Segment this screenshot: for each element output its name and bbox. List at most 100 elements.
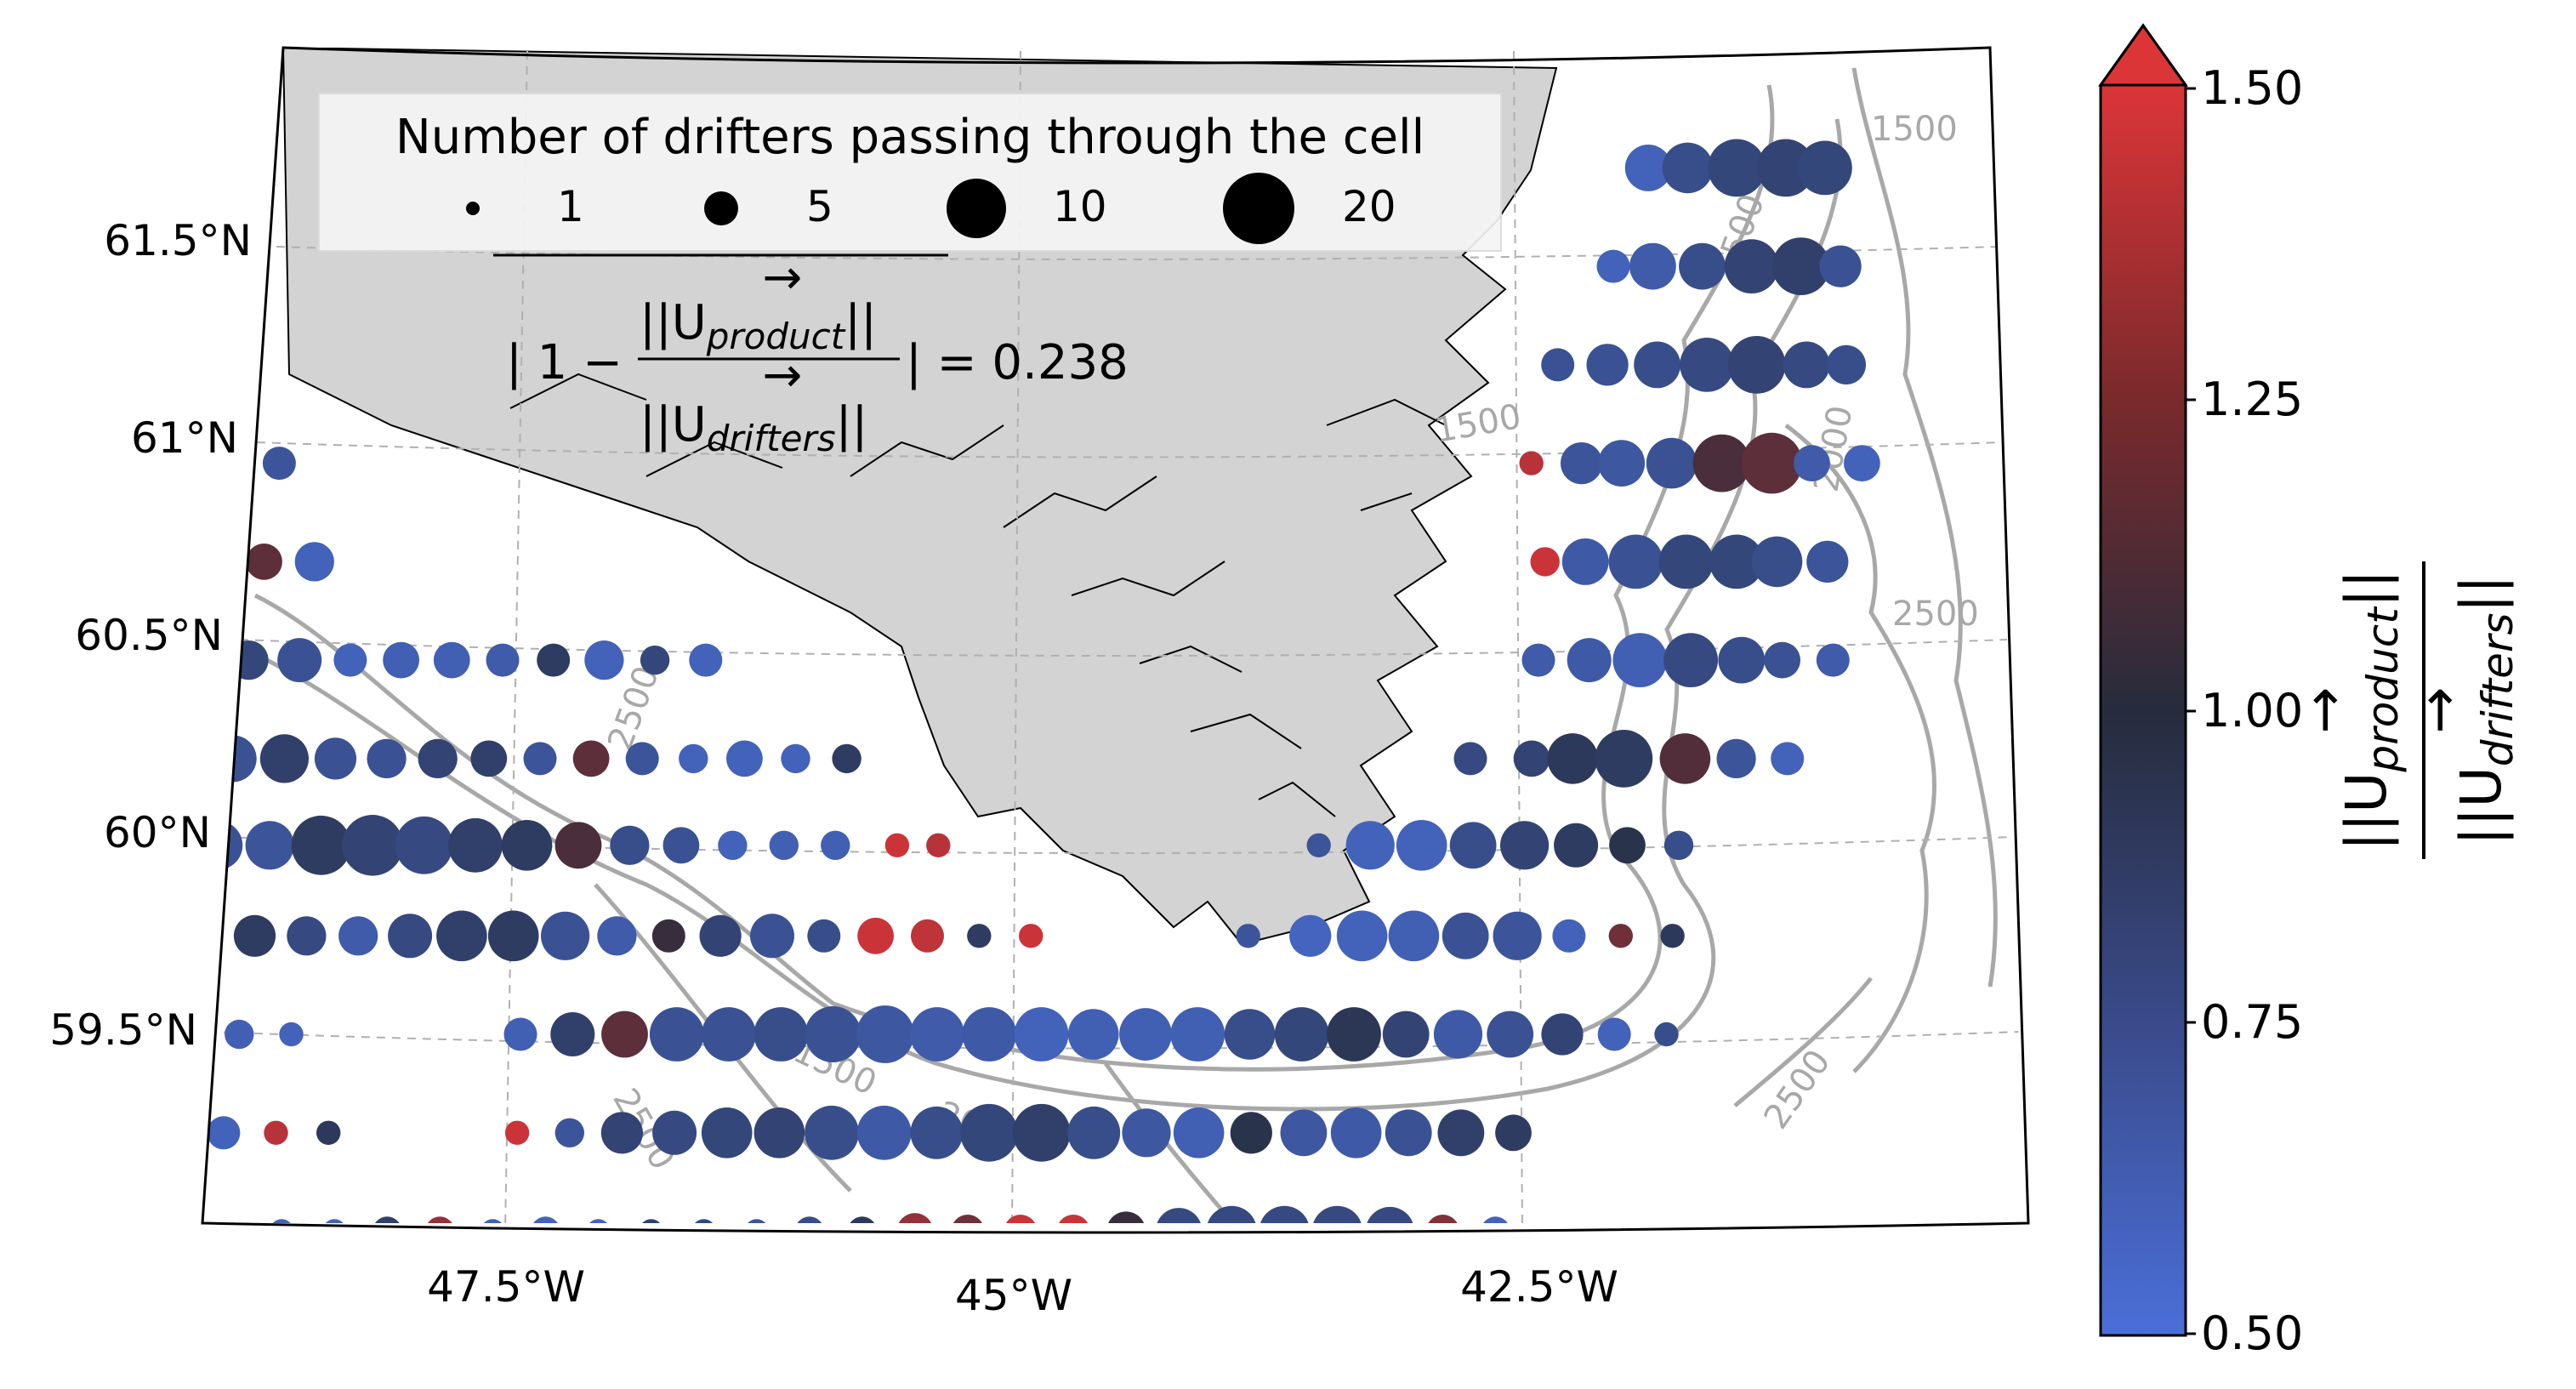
drifter-cell-point: [259, 734, 309, 783]
drifter-cell-point: [1453, 742, 1487, 776]
lon-label: 42.5°W: [1460, 1262, 1618, 1312]
drifter-cell-point: [262, 447, 296, 481]
drifter-cell-point: [1396, 820, 1447, 871]
drifter-cell-point: [1819, 245, 1862, 287]
drifter-cell-point: [769, 830, 799, 860]
drifter-cell-point: [1014, 1007, 1069, 1062]
drifter-cell-point: [1311, 1205, 1363, 1223]
drifter-cell-point: [1530, 547, 1560, 577]
drifter-cell-point: [367, 738, 407, 779]
legend-size-label: 10: [1053, 182, 1107, 231]
drifter-cell-point: [1345, 821, 1395, 870]
drifter-cell-point: [1106, 1211, 1146, 1223]
drifter-cell-point: [1012, 1103, 1071, 1162]
drifter-cell-point: [550, 1012, 595, 1056]
drifter-cell-point: [202, 733, 208, 784]
drifter-cell-point: [554, 822, 602, 869]
drifter-cell-point: [1595, 730, 1653, 788]
drifter-cell-point: [1230, 1112, 1272, 1154]
drifter-cell-point: [960, 1103, 1018, 1162]
drifter-cell-point: [718, 830, 748, 860]
drifter-cell-point: [1718, 636, 1766, 684]
drifter-cell-point: [1741, 432, 1803, 494]
drifter-cell-point: [523, 742, 557, 776]
drifter-cell-point: [781, 743, 810, 774]
drifter-cell-point: [1727, 336, 1786, 394]
drifter-cell-point: [1561, 538, 1609, 585]
drifter-cell-point: [1552, 919, 1586, 953]
annotation-arrow: →: [763, 250, 803, 305]
drifter-cell-point: [537, 643, 571, 677]
drifter-cell-point: [1629, 242, 1676, 290]
legend-marker-5: [704, 191, 738, 225]
drifter-cell-point: [1751, 536, 1803, 588]
drifter-cell-point: [572, 740, 610, 777]
drifter-cell-point: [962, 1007, 1017, 1062]
drifter-cell-point: [1771, 742, 1805, 776]
drifter-cell-point: [610, 825, 650, 865]
drifter-cell-point: [1067, 1009, 1119, 1060]
drifter-cell-point: [1004, 1215, 1038, 1223]
size-legend: Number of drifters passing through the c…: [318, 93, 1502, 252]
annotation-value: | = 0.238: [906, 335, 1129, 390]
drifter-cell-point: [1306, 833, 1331, 857]
drifter-cell-point: [699, 914, 742, 957]
drifter-cell-point: [246, 544, 282, 580]
drifter-cell-point: [470, 740, 508, 777]
drifter-cell-point: [1513, 740, 1550, 777]
drifter-cell-point: [372, 1216, 402, 1223]
drifter-cell-point: [652, 1110, 697, 1155]
drifter-cell-point: [225, 1019, 254, 1050]
drifter-cell-point: [1794, 445, 1830, 481]
drifter-cell-point: [322, 1219, 347, 1223]
drifter-cell-point: [679, 743, 708, 774]
colorbar: 1.50 1.25 1.00 0.75 0.50 ||Uproduct|| ||…: [2098, 23, 2522, 1360]
drifter-cell-point: [1280, 1109, 1328, 1157]
drifter-cell-point: [896, 1213, 934, 1223]
drifter-cell-point: [554, 1118, 584, 1148]
drifter-cell-point: [1433, 1010, 1483, 1059]
drifter-cell-point: [1771, 237, 1830, 295]
drifter-cell-point: [287, 916, 327, 956]
drifter-cell-point: [1662, 142, 1714, 194]
drifter-cell-point: [625, 742, 659, 776]
drifter-cell-point: [1692, 434, 1751, 492]
drifter-cell-point: [1554, 823, 1599, 868]
drifter-cell-point: [1388, 910, 1440, 962]
drifter-cell-point: [137, 921, 166, 950]
drifter-cell-point: [951, 1215, 985, 1223]
drifter-cell-point: [856, 1105, 912, 1160]
lon-label: 45°W: [955, 1271, 1072, 1320]
drifter-cell-point: [586, 1219, 611, 1223]
drifter-cell-point: [1437, 1109, 1485, 1157]
drifter-cell-point: [448, 817, 503, 873]
drifter-cell-point: [418, 738, 458, 779]
drifter-cell-point: [597, 916, 637, 956]
colorbar-label: ||Uproduct|| ||Udrifters|| → →: [2291, 561, 2522, 859]
drifter-cell-point: [726, 740, 763, 777]
drifter-cell-point: [1236, 924, 1260, 948]
drifter-cell-point: [910, 1007, 964, 1062]
lat-label: 61.5°N: [104, 216, 252, 265]
drifter-cell-point: [1783, 341, 1830, 389]
drifter-cell-point: [1658, 534, 1714, 589]
drifter-cell-point: [486, 643, 520, 677]
drifter-cell-point: [1816, 643, 1850, 677]
drifter-cell-point: [1327, 1007, 1381, 1062]
drifter-cell-point: [1442, 912, 1489, 959]
drifter-cell-point: [1598, 440, 1646, 487]
drifter-cell-point: [1500, 821, 1550, 870]
drifter-cell-point: [1608, 924, 1634, 948]
legend-size-label: 20: [1342, 182, 1396, 231]
drifter-cell-point: [1663, 830, 1694, 860]
drifter-cell-point: [600, 1112, 644, 1154]
colorbar-label-arrow: →: [2406, 686, 2471, 733]
lat-label: 60.5°N: [75, 611, 223, 660]
annotation-numerator: ||Uproduct||: [640, 295, 877, 357]
drifter-cell-point: [277, 638, 322, 683]
drifter-cell-point: [270, 1219, 294, 1223]
drifter-cell-point: [1826, 344, 1866, 384]
annotation-denominator: ||Udrifters||: [640, 397, 867, 459]
drifter-cell-point: [1567, 638, 1612, 683]
